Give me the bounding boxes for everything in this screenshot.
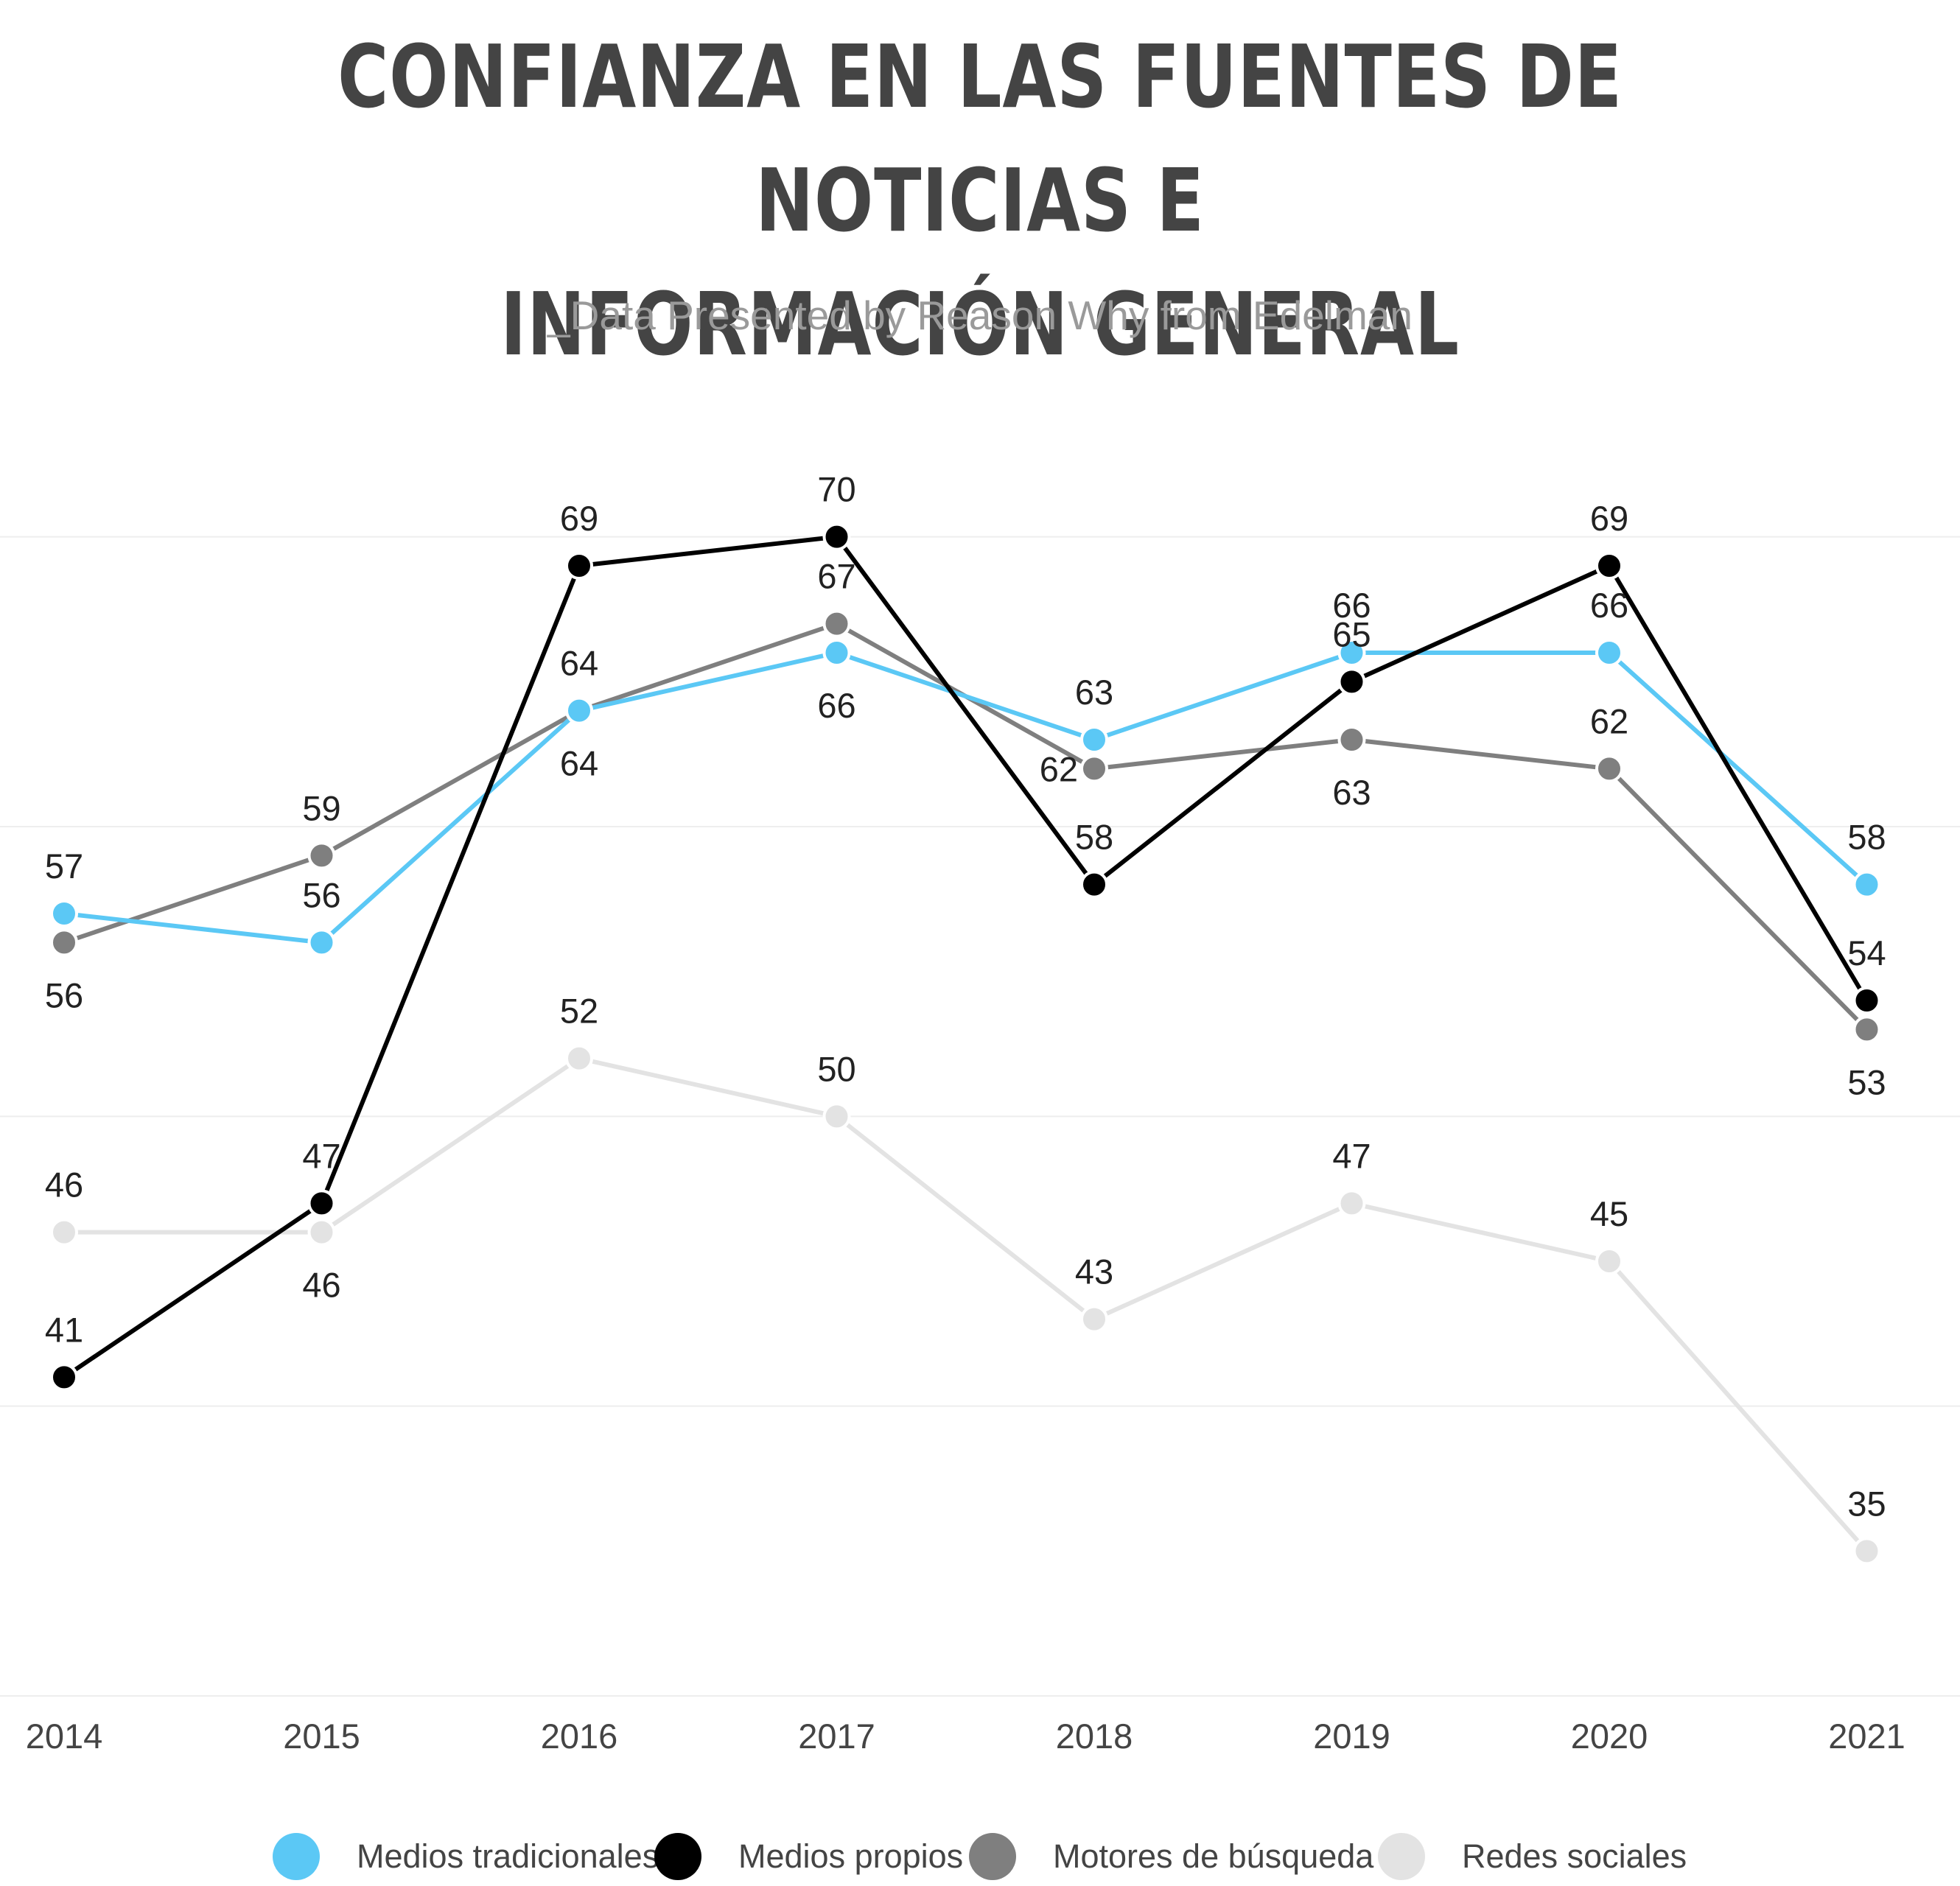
data-label: 66 xyxy=(1590,586,1628,625)
data-point xyxy=(1080,754,1108,783)
data-label: 59 xyxy=(302,788,340,827)
data-label: 58 xyxy=(1075,818,1113,857)
data-point xyxy=(50,900,78,928)
data-point xyxy=(565,1044,593,1073)
data-point xyxy=(307,928,336,957)
x-axis: 2014 2015 2016 2017 2018 2019 2020 2021 xyxy=(26,1717,1905,1756)
data-label: 69 xyxy=(1590,499,1628,538)
legend-item: Redes sociales xyxy=(1378,1833,1687,1880)
data-label: 64 xyxy=(560,744,598,783)
chart-title: CONFIANZA EN LAS FUENTES DE NOTICIAS E I… xyxy=(196,15,1764,386)
data-point xyxy=(822,1102,851,1131)
chart-title-line-2: INFORMACIÓN GENERAL xyxy=(500,273,1460,375)
data-point xyxy=(50,1218,78,1247)
legend-swatch xyxy=(273,1833,320,1880)
x-tick-label: 2020 xyxy=(1571,1717,1648,1756)
data-label: 35 xyxy=(1847,1484,1886,1523)
data-point xyxy=(50,928,78,957)
data-label: 41 xyxy=(45,1310,83,1349)
series-line xyxy=(63,534,1869,1379)
data-label: 56 xyxy=(45,975,83,1014)
data-label: 63 xyxy=(1332,773,1371,812)
data-point xyxy=(1595,754,1623,783)
data-label: 57 xyxy=(45,846,83,886)
data-label: 69 xyxy=(560,499,598,538)
data-label: 50 xyxy=(817,1049,855,1088)
legend-label: Motores de búsqueda xyxy=(1053,1837,1374,1875)
data-label: 47 xyxy=(302,1136,340,1175)
data-points xyxy=(50,522,1881,1566)
data-point xyxy=(1595,552,1623,580)
x-tick-label: 2018 xyxy=(1056,1717,1133,1756)
legend-label: Medios tradicionales xyxy=(357,1837,659,1875)
series-line xyxy=(63,651,1869,945)
data-point xyxy=(565,696,593,725)
x-tick-label: 2019 xyxy=(1313,1717,1390,1756)
data-label: 52 xyxy=(560,992,598,1031)
legend-swatch xyxy=(969,1833,1016,1880)
data-label: 47 xyxy=(1332,1136,1371,1175)
data-labels: 46 46 52 50 43 47 45 35 56 59 64 67 62 63 62 53 57 56 64 66… xyxy=(45,470,1886,1524)
legend-item: Medios tradicionales xyxy=(273,1833,659,1880)
data-point xyxy=(822,609,851,638)
data-point xyxy=(1337,639,1366,667)
x-tick-label: 2021 xyxy=(1828,1717,1905,1756)
data-point xyxy=(1080,870,1108,899)
data-point xyxy=(1852,1537,1881,1566)
data-label: 45 xyxy=(1590,1194,1628,1233)
data-label: 63 xyxy=(1075,673,1113,712)
data-point xyxy=(1852,1015,1881,1044)
data-label: 43 xyxy=(1075,1252,1113,1291)
x-tick-label: 2017 xyxy=(798,1717,875,1756)
legend-label: Medios propios xyxy=(738,1837,964,1875)
series-line xyxy=(64,1056,1869,1553)
x-tick-label: 2014 xyxy=(26,1717,103,1756)
data-label: 56 xyxy=(302,875,340,914)
data-label: 66 xyxy=(1332,586,1371,625)
data-point xyxy=(307,841,336,870)
data-label: 64 xyxy=(560,644,598,683)
gridlines xyxy=(0,536,1960,1697)
legend-label: Redes sociales xyxy=(1462,1837,1687,1875)
data-label: 66 xyxy=(817,686,855,725)
data-point xyxy=(1595,1247,1623,1275)
data-label: 62 xyxy=(1590,701,1628,740)
data-label: 65 xyxy=(1332,614,1371,653)
legend-item: Motores de búsqueda xyxy=(969,1833,1373,1880)
data-point xyxy=(1337,667,1366,696)
data-point xyxy=(307,1189,336,1218)
data-point xyxy=(50,1363,78,1392)
chart-legend: Medios tradicionales Medios propios Motore… xyxy=(0,1833,1960,1880)
data-point xyxy=(1595,639,1623,667)
legend-swatch xyxy=(1378,1833,1425,1880)
data-label: 67 xyxy=(817,557,855,596)
data-label: 54 xyxy=(1847,933,1886,972)
data-point xyxy=(1852,986,1881,1014)
legend-swatch xyxy=(654,1833,701,1880)
data-point xyxy=(307,1218,336,1247)
data-label: 70 xyxy=(817,470,855,509)
data-point xyxy=(1080,1305,1108,1333)
data-label: 46 xyxy=(302,1266,340,1305)
data-label: 53 xyxy=(1847,1062,1886,1101)
chart-subtitle: _Data Presented by Reason Why from Edelm… xyxy=(547,292,1413,338)
data-point xyxy=(1852,870,1881,899)
data-point xyxy=(565,552,593,580)
legend-item: Medios propios xyxy=(654,1833,963,1880)
x-tick-label: 2016 xyxy=(541,1717,618,1756)
data-label: 46 xyxy=(45,1165,83,1205)
data-point xyxy=(1080,726,1108,754)
data-point xyxy=(1337,726,1366,754)
data-point xyxy=(1337,1189,1366,1218)
data-point xyxy=(822,639,851,667)
data-label: 58 xyxy=(1847,818,1886,857)
chart-title-line-1: CONFIANZA EN LAS FUENTES DE NOTICIAS E xyxy=(337,26,1623,251)
x-tick-label: 2015 xyxy=(283,1717,360,1756)
data-point xyxy=(822,522,851,551)
series-lines xyxy=(63,534,1869,1553)
data-label: 62 xyxy=(1040,749,1078,788)
